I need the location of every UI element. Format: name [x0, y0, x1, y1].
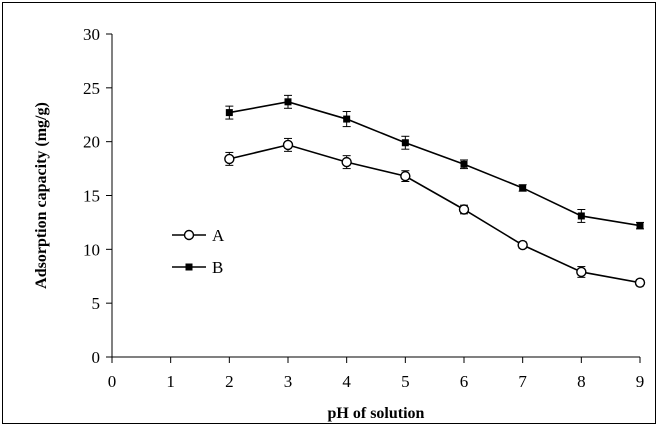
data-point-A — [458, 204, 470, 215]
legend-entry-A: A — [172, 226, 225, 245]
y-tick-label: 25 — [83, 79, 100, 98]
data-point-B — [636, 222, 644, 230]
legend: AB — [172, 226, 225, 277]
x-tick-label: 2 — [225, 372, 234, 391]
y-tick-label: 20 — [83, 133, 100, 152]
series-line-A — [229, 144, 641, 284]
legend-label: B — [212, 258, 223, 277]
data-point-A — [517, 239, 528, 251]
data-point-B — [577, 212, 585, 220]
series-line-B — [229, 101, 641, 227]
x-tick-label: 1 — [166, 372, 175, 391]
x-tick-label: 9 — [636, 372, 645, 391]
x-tick-label: 6 — [460, 372, 469, 391]
data-point-B — [519, 184, 527, 192]
data-point-A — [576, 266, 587, 278]
legend-marker — [185, 263, 193, 271]
y-tick-label: 10 — [83, 240, 100, 259]
x-axis-title: pH of solution — [328, 405, 425, 422]
data-point-A — [634, 277, 646, 288]
data-point-A — [400, 170, 411, 182]
legend-marker — [183, 229, 195, 241]
x-tick-label: 0 — [108, 372, 117, 391]
data-point-B — [225, 109, 233, 117]
y-ticks: 0 5 10 15 20 25 30 — [83, 25, 112, 367]
data-point-B — [401, 139, 409, 147]
x-tick-label: 4 — [342, 372, 351, 391]
data-point-B — [460, 160, 468, 168]
x-tick-label: 7 — [518, 372, 527, 391]
y-tick-label: 30 — [83, 25, 100, 44]
data-point-A — [341, 156, 352, 168]
figure-frame — [2, 2, 656, 424]
y-tick-label: 5 — [92, 294, 101, 313]
y-tick-label: 0 — [92, 348, 101, 367]
data-point-A — [282, 139, 294, 151]
series-layer — [224, 94, 646, 288]
y-axis-title: Adsorption capacity (mg/g) — [33, 102, 50, 289]
data-point-B — [284, 98, 292, 106]
x-tick-label: 3 — [284, 372, 293, 391]
x-tick-label: 8 — [577, 372, 586, 391]
legend-label: A — [212, 226, 225, 245]
series-B — [225, 94, 644, 230]
y-tick-label: 15 — [83, 187, 100, 206]
legend-entry-B: B — [172, 258, 223, 277]
axes — [111, 34, 640, 358]
x-ticks: 0 1 2 3 4 5 6 7 8 9 — [108, 357, 645, 391]
data-point-A — [224, 153, 235, 165]
x-tick-label: 5 — [401, 372, 410, 391]
series-A — [224, 137, 646, 288]
data-point-B — [343, 115, 351, 123]
